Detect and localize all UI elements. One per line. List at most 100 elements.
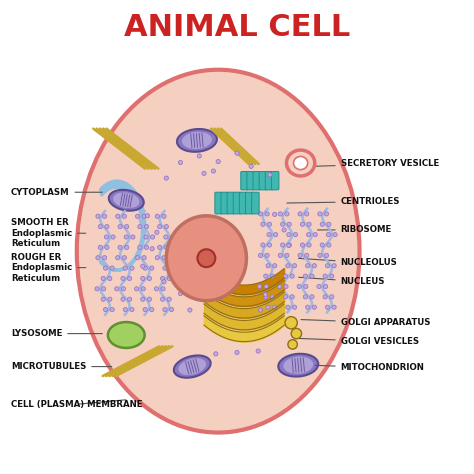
Ellipse shape bbox=[163, 308, 167, 312]
Ellipse shape bbox=[138, 245, 142, 249]
Ellipse shape bbox=[267, 243, 272, 247]
Ellipse shape bbox=[263, 292, 267, 297]
Ellipse shape bbox=[285, 317, 297, 329]
Ellipse shape bbox=[298, 253, 302, 257]
Ellipse shape bbox=[116, 255, 120, 260]
Ellipse shape bbox=[273, 233, 278, 237]
Text: GOLGI VESICLES: GOLGI VESICLES bbox=[299, 337, 419, 346]
Ellipse shape bbox=[164, 235, 168, 239]
Ellipse shape bbox=[161, 276, 164, 281]
Ellipse shape bbox=[145, 225, 149, 229]
Ellipse shape bbox=[214, 352, 218, 356]
Ellipse shape bbox=[197, 154, 201, 158]
Ellipse shape bbox=[329, 274, 334, 278]
Ellipse shape bbox=[303, 295, 308, 299]
Ellipse shape bbox=[162, 255, 166, 260]
Ellipse shape bbox=[157, 245, 162, 249]
Ellipse shape bbox=[141, 297, 145, 301]
Ellipse shape bbox=[327, 222, 331, 227]
Ellipse shape bbox=[164, 245, 168, 249]
Ellipse shape bbox=[324, 212, 328, 216]
Ellipse shape bbox=[142, 255, 146, 260]
Ellipse shape bbox=[141, 264, 145, 268]
Ellipse shape bbox=[211, 169, 216, 173]
Ellipse shape bbox=[161, 297, 164, 301]
Ellipse shape bbox=[115, 287, 119, 291]
Ellipse shape bbox=[258, 308, 263, 312]
Ellipse shape bbox=[283, 274, 288, 278]
Ellipse shape bbox=[166, 216, 246, 301]
Ellipse shape bbox=[264, 284, 268, 289]
Ellipse shape bbox=[162, 214, 166, 219]
Ellipse shape bbox=[121, 297, 125, 301]
Ellipse shape bbox=[125, 225, 129, 229]
Ellipse shape bbox=[130, 266, 134, 270]
Ellipse shape bbox=[167, 276, 171, 281]
Ellipse shape bbox=[293, 156, 308, 170]
Text: MICROTUBULES: MICROTUBULES bbox=[11, 362, 112, 371]
Ellipse shape bbox=[108, 276, 112, 281]
Ellipse shape bbox=[277, 284, 282, 289]
Ellipse shape bbox=[104, 235, 109, 239]
Ellipse shape bbox=[312, 305, 317, 310]
Ellipse shape bbox=[169, 308, 173, 312]
Ellipse shape bbox=[150, 266, 154, 270]
Ellipse shape bbox=[270, 295, 274, 299]
Ellipse shape bbox=[305, 253, 309, 257]
Ellipse shape bbox=[105, 225, 109, 229]
Ellipse shape bbox=[102, 214, 107, 219]
Ellipse shape bbox=[124, 235, 128, 239]
Ellipse shape bbox=[109, 190, 144, 210]
Ellipse shape bbox=[283, 295, 288, 299]
Ellipse shape bbox=[125, 245, 129, 249]
Ellipse shape bbox=[249, 164, 253, 168]
Ellipse shape bbox=[301, 243, 305, 247]
Ellipse shape bbox=[101, 276, 105, 281]
Ellipse shape bbox=[264, 274, 268, 278]
Ellipse shape bbox=[108, 322, 145, 348]
Ellipse shape bbox=[292, 305, 297, 310]
Ellipse shape bbox=[141, 287, 146, 291]
FancyBboxPatch shape bbox=[221, 192, 228, 214]
Ellipse shape bbox=[305, 212, 309, 216]
Ellipse shape bbox=[146, 214, 150, 218]
Ellipse shape bbox=[164, 176, 168, 180]
Ellipse shape bbox=[290, 274, 294, 278]
Ellipse shape bbox=[281, 243, 285, 247]
Ellipse shape bbox=[178, 160, 182, 164]
Ellipse shape bbox=[293, 233, 298, 237]
Ellipse shape bbox=[96, 255, 100, 260]
Ellipse shape bbox=[324, 253, 328, 257]
Ellipse shape bbox=[258, 253, 263, 257]
Ellipse shape bbox=[169, 266, 173, 270]
Ellipse shape bbox=[98, 245, 102, 249]
Ellipse shape bbox=[278, 253, 283, 257]
Ellipse shape bbox=[317, 284, 321, 289]
Ellipse shape bbox=[178, 292, 182, 296]
Ellipse shape bbox=[105, 245, 109, 249]
Ellipse shape bbox=[188, 308, 192, 312]
Ellipse shape bbox=[291, 328, 301, 339]
FancyBboxPatch shape bbox=[233, 192, 241, 214]
Ellipse shape bbox=[95, 287, 99, 291]
Ellipse shape bbox=[281, 222, 285, 227]
Ellipse shape bbox=[147, 297, 152, 301]
Ellipse shape bbox=[118, 225, 122, 229]
Ellipse shape bbox=[306, 264, 310, 268]
Ellipse shape bbox=[113, 192, 139, 208]
Ellipse shape bbox=[265, 212, 269, 216]
Text: RIBOSOME: RIBOSOME bbox=[318, 226, 392, 235]
Ellipse shape bbox=[320, 243, 324, 247]
Ellipse shape bbox=[150, 308, 154, 312]
Ellipse shape bbox=[216, 159, 220, 164]
Ellipse shape bbox=[273, 264, 277, 268]
Ellipse shape bbox=[332, 305, 336, 310]
FancyBboxPatch shape bbox=[227, 192, 235, 214]
Ellipse shape bbox=[286, 264, 290, 268]
Ellipse shape bbox=[161, 287, 165, 291]
Ellipse shape bbox=[121, 287, 126, 291]
Ellipse shape bbox=[320, 222, 324, 227]
Ellipse shape bbox=[290, 295, 294, 299]
Ellipse shape bbox=[278, 354, 318, 376]
Ellipse shape bbox=[98, 225, 102, 229]
